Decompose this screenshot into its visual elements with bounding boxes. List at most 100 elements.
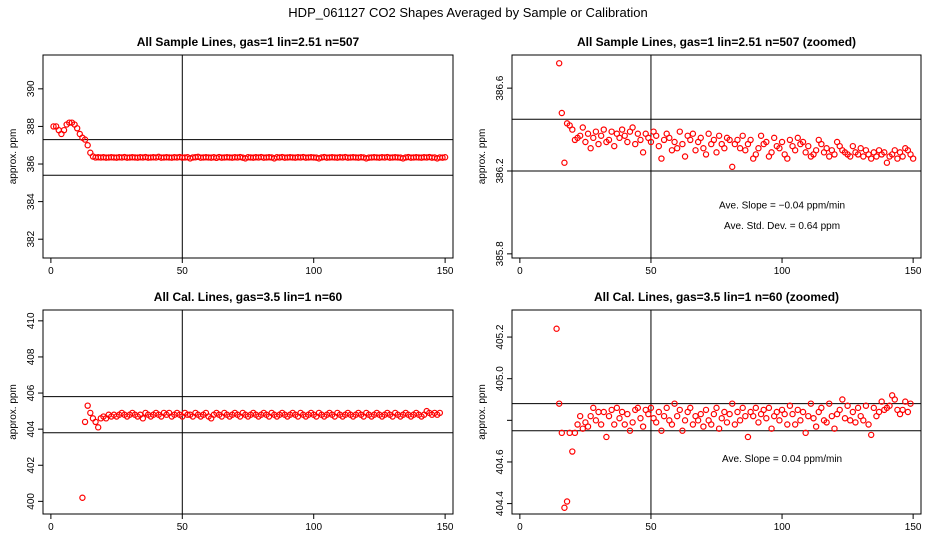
data-point bbox=[878, 398, 885, 405]
data-point bbox=[679, 427, 686, 434]
data-point bbox=[721, 145, 728, 152]
data-point bbox=[671, 138, 678, 146]
data-point bbox=[763, 138, 770, 146]
data-point bbox=[689, 130, 697, 137]
data-point bbox=[681, 153, 689, 160]
panel-title: All Sample Lines, gas=1 lin=2.51 n=507 bbox=[137, 35, 360, 49]
data-point bbox=[818, 140, 825, 148]
data-point bbox=[555, 60, 563, 67]
data-point bbox=[736, 145, 744, 152]
y-tick-label: 388 bbox=[26, 118, 37, 135]
data-point bbox=[826, 400, 833, 407]
data-point bbox=[634, 130, 642, 137]
data-point bbox=[584, 130, 592, 137]
data-point bbox=[805, 142, 812, 150]
data-point bbox=[139, 415, 147, 422]
y-tick-label: 405.0 bbox=[495, 366, 506, 391]
x-tick-label: 50 bbox=[645, 266, 657, 277]
x-tick-label: 50 bbox=[177, 522, 189, 533]
data-point bbox=[676, 128, 683, 135]
data-point bbox=[755, 419, 762, 426]
data-point bbox=[857, 145, 864, 152]
stat-annotation: Ave. Slope = −0.04 ppm/min bbox=[719, 200, 845, 211]
data-point bbox=[595, 140, 602, 148]
data-point bbox=[658, 427, 665, 434]
stat-annotation: Ave. Std. Dev. = 0.64 ppm bbox=[724, 221, 840, 232]
data-point bbox=[849, 142, 857, 150]
data-point bbox=[802, 429, 809, 437]
data-point bbox=[854, 151, 862, 158]
data-point bbox=[671, 400, 678, 407]
x-tick-label: 0 bbox=[48, 266, 54, 277]
data-point bbox=[652, 132, 660, 139]
data-point bbox=[592, 128, 600, 135]
data-point bbox=[891, 396, 898, 403]
data-point bbox=[700, 423, 707, 430]
data-point bbox=[629, 124, 636, 131]
data-point bbox=[616, 415, 623, 422]
data-point bbox=[721, 408, 728, 416]
data-point bbox=[592, 417, 600, 424]
data-point bbox=[823, 419, 830, 426]
data-point bbox=[673, 412, 681, 420]
data-point bbox=[705, 130, 712, 137]
data-point bbox=[600, 126, 607, 133]
panel-title: All Cal. Lines, gas=3.5 lin=1 n=60 bbox=[154, 290, 343, 304]
data-point bbox=[794, 134, 801, 142]
y-tick-label: 405.2 bbox=[495, 324, 506, 349]
data-point bbox=[645, 410, 652, 418]
data-point bbox=[794, 406, 801, 414]
data-point bbox=[561, 159, 568, 166]
y-tick-label: 382 bbox=[26, 230, 37, 247]
data-point bbox=[742, 412, 749, 420]
data-point bbox=[729, 163, 736, 171]
data-point bbox=[603, 433, 610, 441]
data-point bbox=[760, 406, 767, 414]
x-tick-label: 150 bbox=[905, 522, 922, 533]
data-point bbox=[747, 136, 754, 144]
data-point bbox=[637, 415, 644, 422]
data-point bbox=[881, 149, 888, 156]
data-point bbox=[697, 134, 704, 142]
data-point bbox=[673, 145, 681, 152]
data-point bbox=[791, 421, 799, 428]
data-point bbox=[708, 421, 715, 428]
data-point bbox=[789, 410, 796, 418]
data-point bbox=[50, 123, 57, 130]
data-point bbox=[784, 421, 791, 428]
data-point bbox=[647, 404, 655, 412]
data-point bbox=[799, 138, 807, 146]
data-point bbox=[652, 419, 660, 426]
x-tick-label: 0 bbox=[517, 266, 523, 277]
data-point bbox=[891, 147, 898, 154]
data-point bbox=[909, 155, 917, 162]
data-point bbox=[755, 145, 762, 152]
data-point bbox=[844, 402, 851, 409]
data-point bbox=[784, 155, 791, 162]
y-axis-label: approx. ppm bbox=[477, 129, 488, 185]
stat-annotation: Ave. Slope = 0.04 ppm/min bbox=[722, 454, 842, 465]
y-tick-label: 402 bbox=[26, 456, 37, 473]
data-point bbox=[731, 421, 739, 428]
data-point bbox=[739, 132, 746, 139]
x-tick-label: 0 bbox=[517, 522, 523, 533]
data-point bbox=[757, 132, 765, 139]
data-point bbox=[752, 404, 760, 412]
data-point bbox=[734, 408, 741, 416]
data-point bbox=[713, 404, 720, 412]
data-point bbox=[676, 406, 683, 414]
x-tick-label: 150 bbox=[437, 522, 454, 533]
y-tick-label: 408 bbox=[26, 348, 37, 365]
y-tick-label: 386.6 bbox=[495, 75, 506, 100]
data-point bbox=[786, 136, 794, 144]
data-point bbox=[826, 153, 833, 160]
data-point bbox=[79, 494, 86, 501]
data-point bbox=[626, 427, 634, 434]
data-point bbox=[831, 425, 838, 432]
data-point bbox=[618, 408, 626, 416]
data-point bbox=[597, 132, 605, 139]
data-point bbox=[555, 400, 563, 407]
y-tick-label: 404 bbox=[26, 420, 37, 437]
page-title: HDP_061127 CO2 Shapes Averaged by Sample… bbox=[288, 5, 648, 20]
